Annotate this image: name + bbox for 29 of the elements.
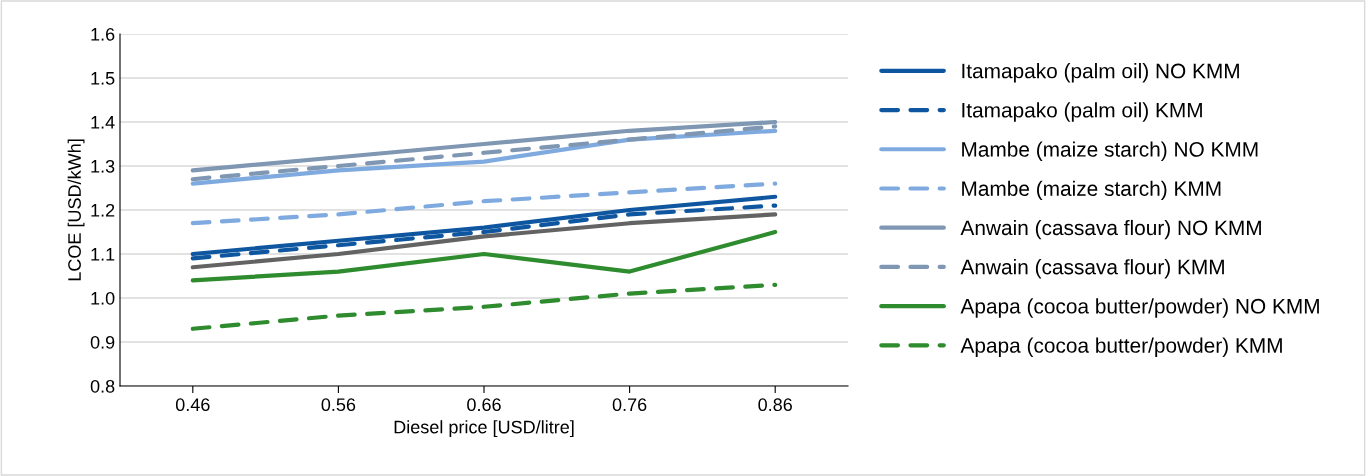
y-tick-label: 1.5 [91, 72, 115, 85]
x-tick-label: 0.76 [612, 398, 647, 412]
line-series [190, 194, 778, 257]
y-tick-label: 1.4 [91, 116, 115, 129]
x-tick-label: 0.86 [758, 398, 792, 412]
y-tick-label: 1.0 [91, 291, 115, 305]
legend-label: Itamapako (palm oil) NO KMM [962, 63, 1239, 83]
x-axis-title: Diesel price [USD/litre] [394, 420, 574, 438]
y-tick-label: 0.9 [90, 335, 115, 349]
y-tick-label: 1.1 [91, 248, 115, 261]
x-tick-label: 0.56 [321, 398, 356, 412]
y-axis-title: LCOE [USD/kWh] [67, 139, 85, 281]
legend-label: Mambe (maize starch) NO KMM [962, 141, 1258, 161]
x-tick-label: 0.66 [467, 398, 501, 412]
y-tick-label: 1.2 [91, 203, 115, 217]
line-series [190, 229, 778, 283]
y-tick-label: 1.6 [91, 27, 115, 41]
legend-label: Anwain (cassava flour) KMM [960, 259, 1224, 279]
legend-label: Itamapako (palm oil) KMM [962, 102, 1202, 122]
line-series [190, 212, 778, 270]
y-tick-label: 0.8 [90, 379, 115, 393]
legend-label: Apapa (cocoa butter/powder) NO KMM [960, 298, 1319, 318]
legend-label: Mambe (maize starch) KMM [962, 180, 1221, 201]
y-tick-label: 1.3 [91, 159, 115, 173]
line-series [190, 282, 778, 331]
line-series [190, 181, 778, 226]
legend-label: Anwain (cassava flour) NO KMM [960, 219, 1261, 240]
legend-label: Apapa (cocoa butter/powder) KMM [960, 337, 1282, 357]
x-tick-label: 0.46 [175, 398, 210, 412]
